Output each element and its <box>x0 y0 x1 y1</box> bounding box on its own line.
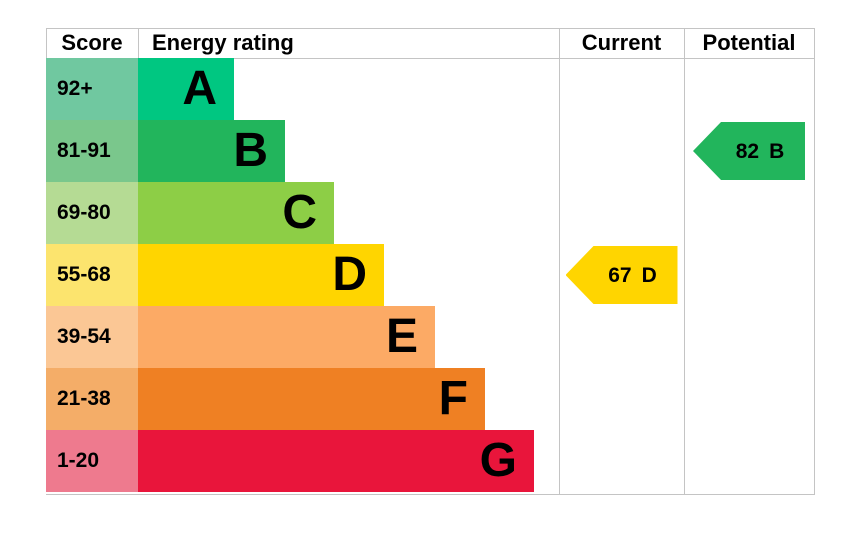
score-range-cell: 55-68 <box>46 244 138 306</box>
current-column-divider <box>559 28 560 495</box>
band-row-a: 92+ A <box>46 58 559 120</box>
current-score-value: 67 <box>608 263 632 287</box>
band-row-c: 69-80 C <box>46 182 559 244</box>
epc-table: Score Energy rating Current Potential 92… <box>46 28 815 496</box>
score-range-cell: 21-38 <box>46 368 138 430</box>
score-range-cell: 92+ <box>46 58 138 120</box>
band-letter: C <box>282 186 317 239</box>
band-row-d: 55-68 D <box>46 244 559 306</box>
band-letter: B <box>233 124 268 177</box>
table-right-border <box>814 28 815 495</box>
score-column-divider <box>138 28 139 59</box>
band-row-g: 1-20 G <box>46 430 559 492</box>
band-row-f: 21-38 F <box>46 368 559 430</box>
rating-bar-a: A <box>138 58 234 120</box>
score-range-cell: 69-80 <box>46 182 138 244</box>
header-score: Score <box>61 30 123 55</box>
header-energy-rating: Energy rating <box>152 30 294 55</box>
band-letter: G <box>479 434 517 487</box>
table-bottom-border <box>46 494 815 495</box>
current-rating-arrow: 67 D <box>565 246 678 304</box>
score-range-cell: 81-91 <box>46 120 138 182</box>
potential-score-value: 82 <box>735 139 760 163</box>
header-bottom-border <box>46 58 815 59</box>
header-potential: Potential <box>702 30 796 55</box>
rating-bar-b: B <box>138 120 285 182</box>
rating-bar-d: D <box>138 244 384 306</box>
rating-bar-c: C <box>138 182 334 244</box>
band-letter: E <box>385 310 418 363</box>
table-left-border <box>46 28 47 59</box>
current-band-letter: D <box>641 263 657 287</box>
header-current: Current <box>581 30 662 55</box>
band-letter: D <box>332 248 367 301</box>
rating-bar-e: E <box>138 306 435 368</box>
rating-bar-f: F <box>138 368 485 430</box>
band-letter: A <box>182 62 217 115</box>
band-letter: F <box>438 372 468 425</box>
band-row-b: 81-91 B <box>46 120 559 182</box>
score-range-cell: 1-20 <box>46 430 138 492</box>
table-top-border <box>46 28 815 29</box>
rating-bar-g: G <box>138 430 534 492</box>
band-row-e: 39-54 E <box>46 306 559 368</box>
potential-band-letter: B <box>769 139 785 163</box>
potential-column-divider <box>684 28 685 495</box>
score-range-cell: 39-54 <box>46 306 138 368</box>
potential-rating-arrow: 82 B <box>693 122 805 180</box>
